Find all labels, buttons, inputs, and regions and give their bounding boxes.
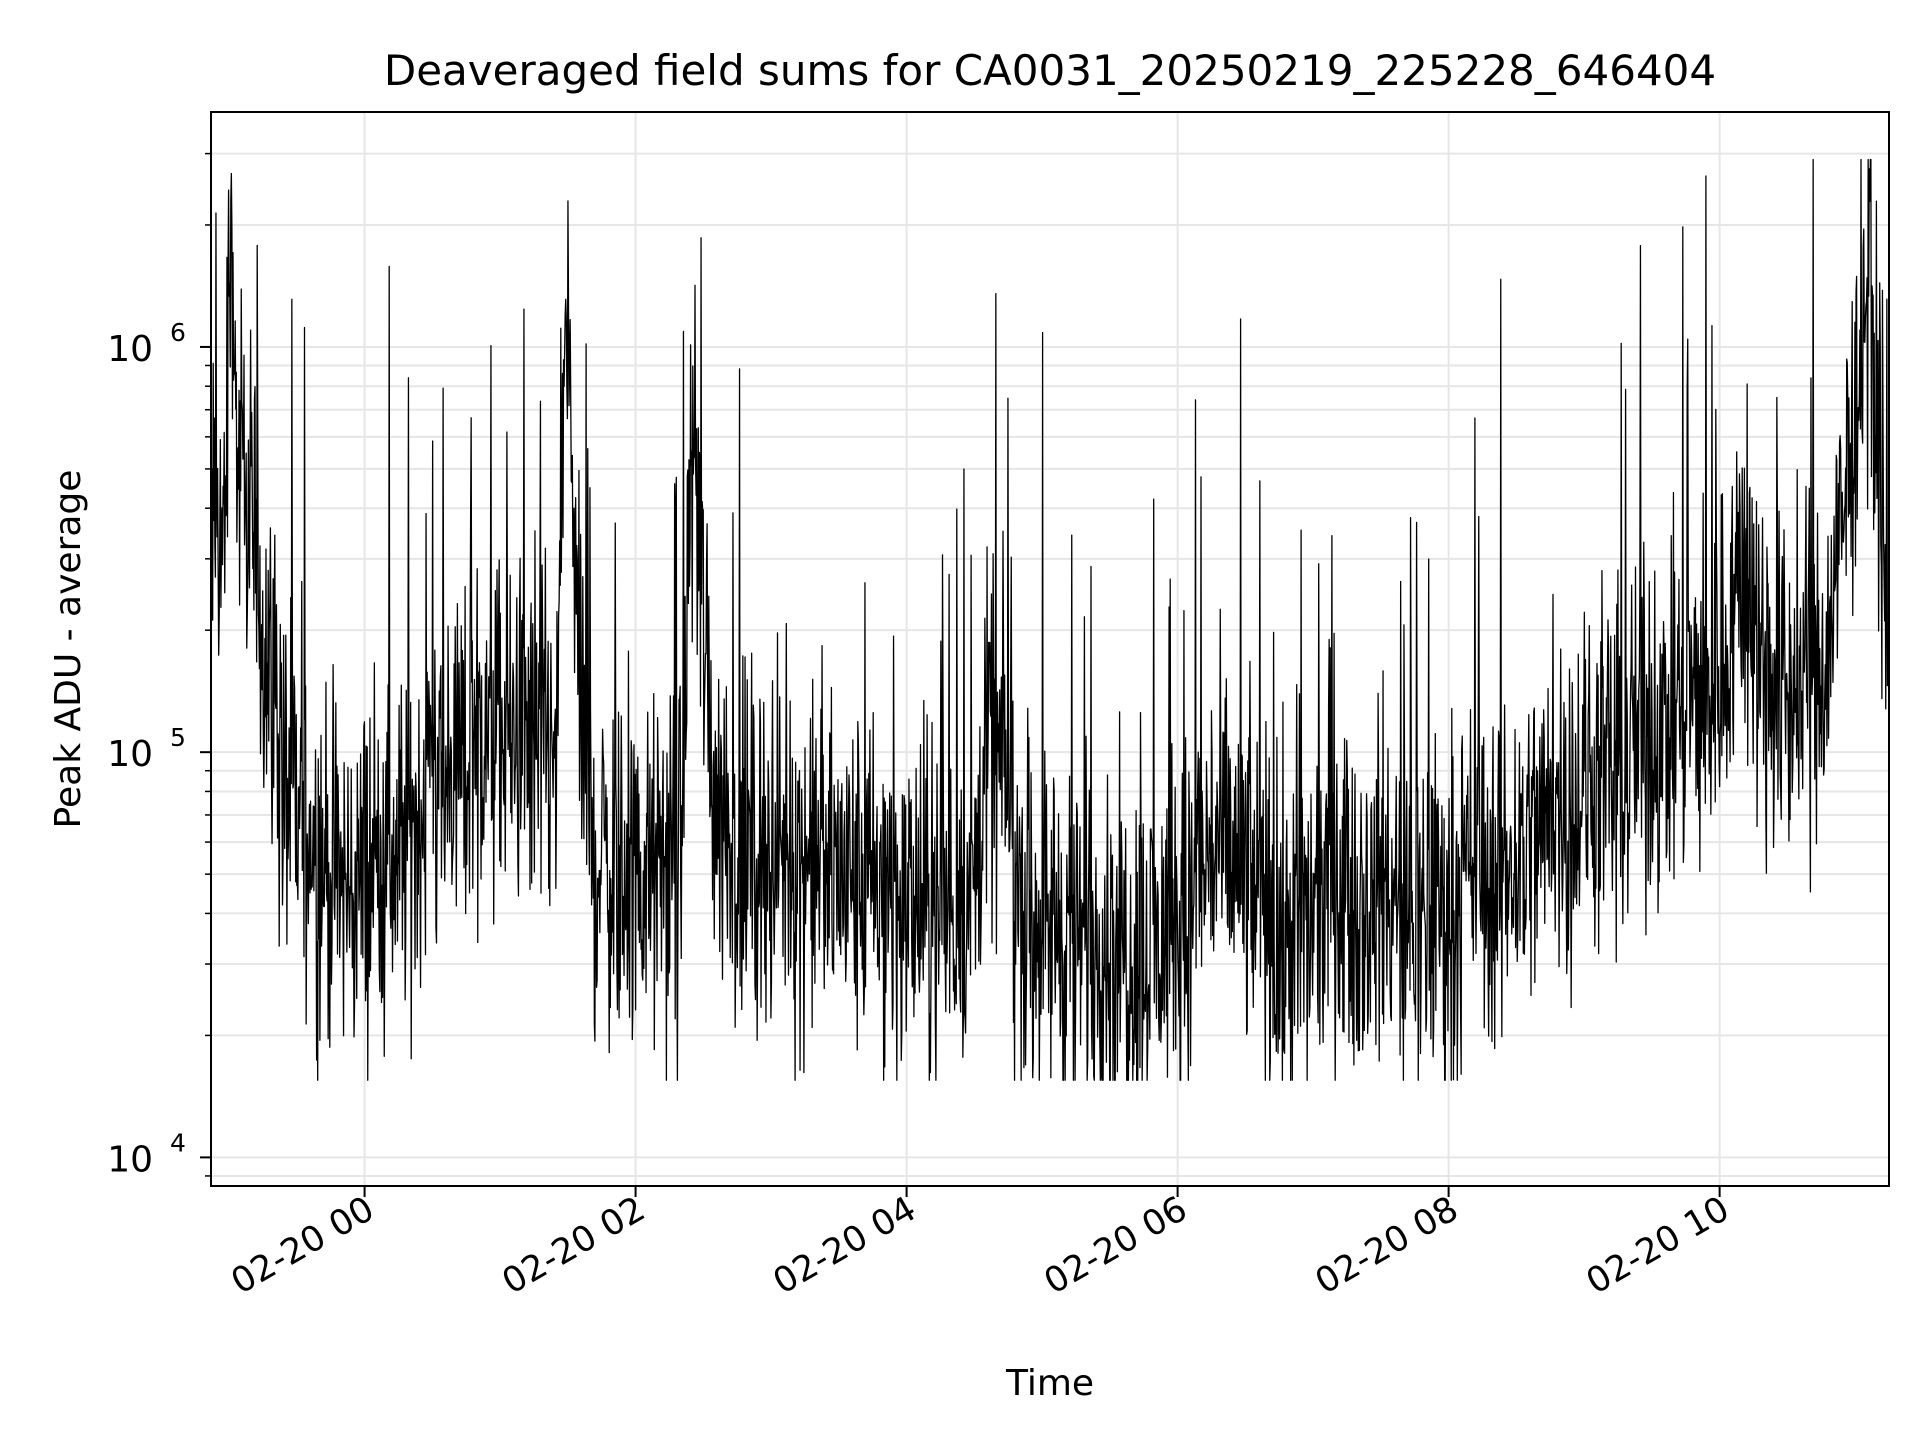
y-tick-label: 10 [107,734,153,775]
series-group [210,158,1890,1081]
x-axis-label: Time [1005,1363,1094,1404]
y-axis-label: Peak ADU - average [48,470,89,829]
y-tick-label: 10 [107,329,153,370]
y-tick-exponent: 5 [170,723,186,752]
y-tick-base: 10 [107,1139,153,1180]
y-tick-exponent: 4 [170,1128,186,1157]
plot-frame [210,111,1890,1187]
y-tick-label: 10 [107,1139,153,1180]
y-tick-base: 10 [107,734,153,775]
y-tick-base: 10 [107,329,153,370]
series-line [210,158,1890,1081]
chart-title: Deaveraged field sums for CA0031_2025021… [384,46,1716,95]
y-tick-exponent: 6 [170,318,186,347]
